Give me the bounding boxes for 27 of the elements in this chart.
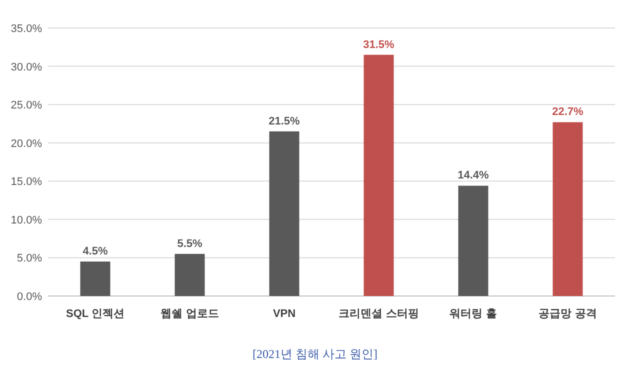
y-tick-label: 15.0% [10, 176, 42, 188]
data-label: 31.5% [363, 38, 395, 51]
bar [269, 131, 300, 296]
x-tick-label: 크리덴셜 스터핑 [338, 308, 419, 320]
y-tick-label: 35.0% [10, 23, 42, 35]
data-label: 21.5% [268, 115, 300, 128]
x-tick-label: 웹쉘 업로드 [160, 308, 219, 320]
bar [80, 262, 110, 296]
x-tick-label: SQL 인젝션 [66, 308, 124, 320]
bar [364, 54, 394, 296]
bar [552, 122, 583, 296]
x-tick-label: 공급망 공격 [538, 308, 597, 320]
data-label: 4.5% [82, 246, 108, 258]
bar [174, 254, 205, 296]
x-tick-label: VPN [272, 308, 296, 320]
data-label: 22.7% [552, 106, 584, 118]
y-tick-label: 20.0% [10, 138, 42, 150]
x-tick-label: 워터링 홀 [450, 308, 497, 320]
y-tick-label: 5.0% [16, 252, 42, 265]
y-tick-label: 0.0% [16, 291, 42, 303]
y-tick-label: 25.0% [10, 100, 42, 112]
y-tick-label: 30.0% [10, 61, 42, 74]
y-tick-label: 10.0% [10, 214, 42, 226]
data-label: 14.4% [458, 170, 490, 182]
data-label: 5.5% [177, 238, 202, 250]
text: [2021년 침해 사고 원인] [252, 347, 378, 361]
bar [458, 186, 488, 296]
